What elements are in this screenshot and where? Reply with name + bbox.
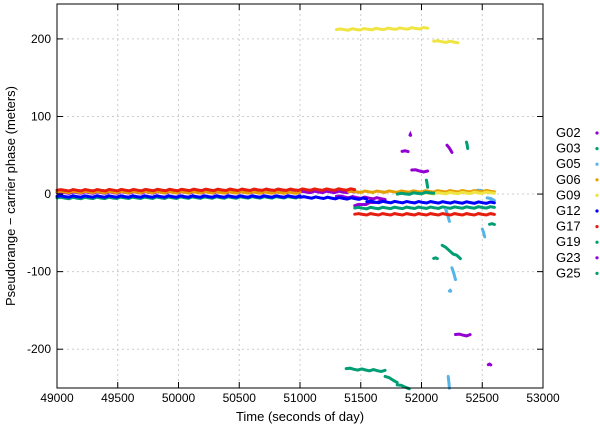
x-axis-label: Time (seconds of day)	[236, 409, 364, 424]
data-segment-g19	[395, 190, 436, 196]
data-segment-g05	[485, 196, 496, 202]
data-segment-g09	[432, 39, 460, 45]
series-g05	[444, 188, 496, 390]
data-segment-g12	[365, 199, 496, 205]
legend-marker	[595, 147, 599, 151]
series-g23	[445, 143, 493, 367]
y-axis-label: Pseudorange − carrier phase (meters)	[3, 86, 18, 306]
data-segment-g17	[55, 187, 357, 193]
x-tick-label: 50500	[223, 391, 257, 405]
y-tick-label: 0	[44, 187, 51, 201]
axis-ticks: 49000 49500 50000 50500 51000 51500 52000 52500…	[27, 4, 560, 405]
legend-label: G19	[556, 234, 581, 249]
data-marks	[55, 25, 496, 391]
legend-marker	[595, 131, 599, 135]
y-tick-label: -100	[27, 265, 51, 279]
data-segment-g05	[450, 266, 457, 282]
data-segment-g23	[486, 362, 493, 367]
legend-label: G09	[556, 187, 581, 202]
legend-marker	[595, 193, 599, 197]
series-g19	[395, 140, 470, 261]
legend-label: G03	[556, 141, 581, 156]
data-segment-g02	[408, 130, 413, 137]
legend-label: G12	[556, 203, 581, 218]
data-segment-g05	[480, 227, 487, 239]
data-segment-g09	[334, 25, 430, 32]
legend-label: G17	[556, 219, 581, 234]
x-tick-label: 49000	[40, 391, 74, 405]
data-segment-g25	[344, 366, 387, 374]
legend-label: G06	[556, 172, 581, 187]
data-segment-g19	[440, 243, 462, 261]
x-tick-label: 52500	[466, 391, 500, 405]
data-segment-g19	[465, 140, 470, 150]
legend-marker	[595, 178, 599, 182]
data-segment-g19	[432, 256, 439, 261]
data-segment-g17	[353, 212, 496, 217]
data-segment-g05	[447, 288, 453, 293]
x-tick-label: 49500	[101, 391, 135, 405]
x-tick-label: 52000	[405, 391, 439, 405]
data-segment-g19	[424, 178, 430, 189]
data-segment-g23	[445, 143, 454, 154]
x-tick-label: 51500	[344, 391, 378, 405]
legend-marker	[595, 271, 599, 275]
y-tick-label: -200	[27, 342, 51, 356]
legend-marker	[595, 162, 599, 166]
data-segment-g03	[353, 205, 496, 211]
legend-label: G05	[556, 156, 581, 171]
series-g12	[55, 194, 496, 205]
data-segment-g02	[400, 149, 410, 154]
legend-marker	[595, 256, 599, 260]
data-segment-g12	[55, 194, 302, 199]
legend-marker	[595, 209, 599, 213]
legend-label: G02	[556, 125, 581, 140]
y-tick-label: 100	[31, 109, 51, 123]
legend-label: G23	[556, 250, 581, 265]
series-g25	[344, 366, 411, 391]
y-tick-label: 200	[31, 32, 51, 46]
data-segment-g12	[298, 195, 369, 201]
data-segment-g05	[446, 374, 451, 390]
data-segment-g02	[410, 168, 430, 174]
x-tick-label: 50000	[162, 391, 196, 405]
legend-label: G25	[556, 265, 581, 280]
x-tick-label: 53000	[526, 391, 560, 405]
series-g17	[55, 187, 496, 217]
data-segment-g06	[55, 189, 302, 195]
legend-marker	[595, 225, 599, 229]
legend-marker	[595, 240, 599, 244]
data-segment-g23	[454, 332, 472, 338]
data-segment-g25	[383, 374, 399, 385]
x-tick-label: 51000	[283, 391, 317, 405]
data-segment-g03	[488, 222, 496, 226]
